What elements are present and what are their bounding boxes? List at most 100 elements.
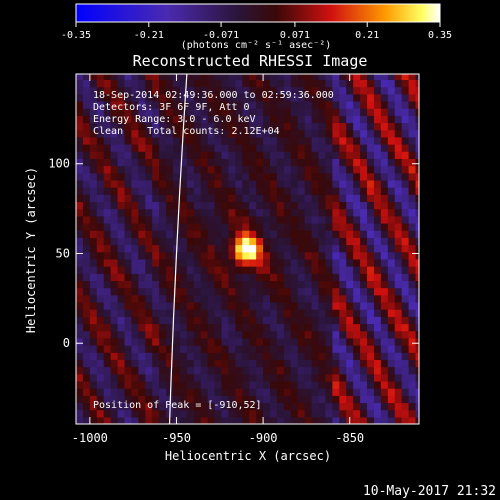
heatmap-cell: [124, 129, 133, 138]
heatmap-cell: [415, 115, 419, 124]
heatmap-cell: [138, 158, 146, 167]
heatmap-cell: [263, 330, 271, 339]
heatmap-cell: [214, 144, 223, 152]
heatmap-cell: [131, 251, 139, 260]
heatmap-cell: [76, 129, 84, 138]
heatmap-cell: [131, 323, 139, 332]
heatmap-cell: [304, 208, 313, 217]
heatmap-cell: [394, 402, 403, 411]
heatmap-cell: [346, 380, 354, 389]
heatmap-cell: [401, 416, 410, 424]
heatmap-cell: [380, 136, 389, 145]
heatmap-cell: [276, 366, 285, 375]
heatmap-cell: [304, 273, 313, 282]
heatmap-cell: [249, 136, 257, 145]
heatmap-cell: [263, 136, 271, 145]
heatmap-cell: [152, 86, 160, 95]
heatmap-cell: [145, 244, 153, 253]
heatmap-cell: [339, 237, 347, 246]
heatmap-cell: [110, 172, 119, 181]
heatmap-cell: [401, 129, 410, 138]
heatmap-cell: [124, 287, 133, 296]
heatmap-cell: [283, 215, 292, 224]
heatmap-cell: [360, 237, 368, 246]
heatmap-cell: [297, 187, 306, 195]
heatmap-cell: [318, 230, 327, 238]
heatmap-cell: [179, 172, 188, 181]
heatmap-cell: [228, 395, 236, 404]
heatmap-cell: [387, 330, 396, 339]
heatmap-cell: [394, 345, 403, 353]
heatmap-cell: [353, 409, 361, 418]
heatmap-cell: [228, 79, 236, 88]
heatmap-cell: [221, 416, 230, 424]
heatmap-cell: [263, 230, 271, 238]
heatmap-cell: [353, 294, 361, 303]
heatmap-cell: [318, 337, 327, 346]
heatmap-cell: [145, 201, 153, 210]
heatmap-cell: [145, 345, 153, 353]
heatmap-cell: [186, 337, 195, 346]
heatmap-cell: [131, 165, 139, 174]
heatmap-cell: [235, 323, 243, 332]
heatmap-cell: [152, 251, 160, 260]
heatmap-cell: [353, 402, 361, 411]
heatmap-cell: [193, 316, 202, 325]
heatmap-cell: [415, 409, 419, 418]
heatmap-cell: [221, 266, 230, 274]
heatmap-cell: [89, 409, 98, 418]
heatmap-cell: [297, 402, 306, 411]
heatmap-cell: [207, 273, 216, 282]
heatmap-cell: [263, 187, 271, 195]
heatmap-cell: [304, 323, 313, 332]
heatmap-cell: [394, 251, 403, 260]
heatmap-cell: [159, 316, 167, 325]
heatmap-cell: [415, 215, 419, 224]
heatmap-cell: [304, 337, 313, 346]
heatmap-cell: [131, 144, 139, 152]
heatmap-cell: [179, 165, 188, 174]
heatmap-cell: [103, 301, 112, 310]
heatmap-cell: [131, 287, 139, 296]
heatmap-cell: [207, 402, 216, 411]
heatmap-cell: [276, 309, 285, 317]
heatmap-cell: [290, 144, 299, 152]
heatmap-cell: [96, 373, 105, 382]
heatmap-cell: [353, 388, 361, 396]
heatmap-cell: [82, 222, 91, 231]
heatmap-cell: [207, 100, 216, 109]
heatmap-cell: [367, 100, 375, 109]
heatmap-cell: [360, 323, 368, 332]
heatmap-cell: [360, 416, 368, 424]
heatmap-cell: [173, 273, 181, 282]
heatmap-cell: [353, 366, 361, 375]
heatmap-cell: [235, 402, 243, 411]
heatmap-cell: [179, 179, 188, 188]
heatmap-cell: [159, 395, 167, 404]
heatmap-cell: [173, 151, 181, 159]
heatmap-cell: [193, 373, 202, 382]
heatmap-cell: [394, 409, 403, 418]
heatmap-cell: [89, 330, 98, 339]
heatmap-cell: [290, 287, 299, 296]
heatmap-cell: [96, 208, 105, 217]
heatmap-cell: [110, 402, 119, 411]
heatmap-cell: [283, 129, 292, 138]
heatmap-cell: [228, 136, 236, 145]
heatmap-cell: [318, 345, 327, 353]
heatmap-cell: [186, 208, 195, 217]
heatmap-cell: [89, 251, 98, 260]
heatmap-cell: [152, 201, 160, 210]
heatmap-cell: [159, 93, 167, 102]
heatmap-cell: [193, 409, 202, 418]
heatmap-cell: [159, 222, 167, 231]
heatmap-cell: [200, 108, 209, 116]
heatmap-cell: [360, 136, 368, 145]
heatmap-cell: [152, 373, 160, 382]
heatmap-cell: [332, 144, 340, 152]
heatmap-cell: [145, 215, 153, 224]
heatmap-cell: [263, 115, 271, 124]
heatmap-cell: [373, 380, 382, 389]
heatmap-cell: [353, 230, 361, 238]
heatmap-cell: [214, 352, 223, 360]
